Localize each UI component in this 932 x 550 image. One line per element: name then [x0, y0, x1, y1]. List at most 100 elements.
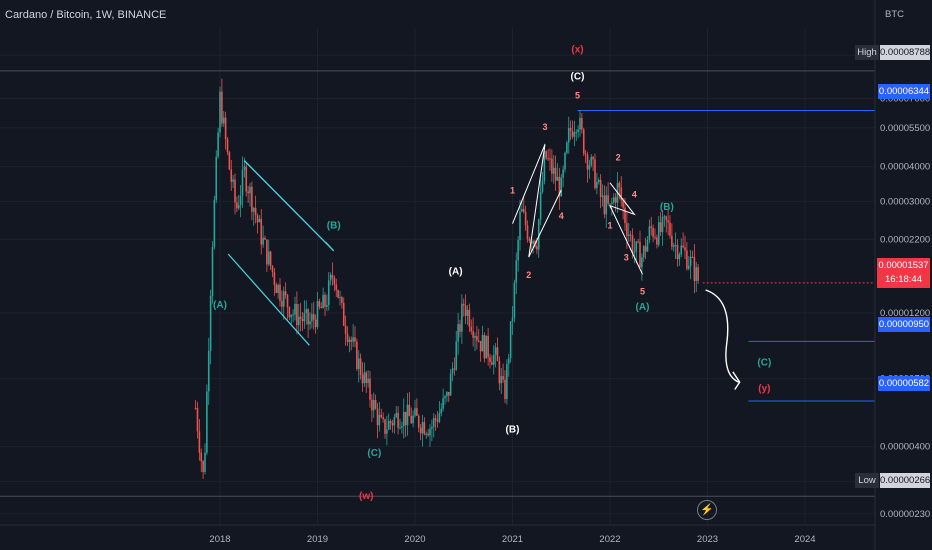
candle-body — [357, 358, 360, 369]
candle-body — [389, 421, 392, 424]
candle-body — [350, 339, 353, 342]
candle-body — [329, 274, 332, 281]
candle-body — [491, 362, 493, 365]
candle-body — [605, 195, 608, 215]
candle-body — [577, 129, 579, 133]
currency-label: BTC — [885, 9, 904, 20]
high-value: 0.00008788 — [880, 45, 931, 60]
candle-body — [494, 347, 497, 355]
candle-body — [631, 235, 634, 253]
candle-body — [442, 398, 444, 409]
candle-body — [269, 251, 272, 267]
candle-body — [657, 222, 660, 245]
candle-body — [687, 265, 690, 269]
time-tick-label: 2023 — [697, 534, 718, 545]
candle-body — [282, 291, 285, 307]
channel-top — [243, 160, 335, 252]
candle-body — [661, 216, 664, 233]
candle-body — [387, 421, 390, 430]
symbol-title[interactable]: Cardano / Bitcoin, 1W, BINANCE — [5, 9, 167, 21]
candle-body — [434, 418, 437, 420]
candle-body — [551, 158, 553, 174]
candle-body — [382, 417, 384, 420]
candle-body — [267, 251, 270, 265]
candle-body — [279, 284, 281, 301]
wave-label: 1 — [607, 221, 612, 231]
candle-body — [384, 419, 386, 434]
wave-label: (B) — [327, 221, 341, 232]
wave-label: (B) — [660, 202, 674, 213]
candle-body — [451, 368, 454, 374]
candle-body — [309, 321, 311, 325]
candle-body — [342, 302, 345, 326]
candle-body — [594, 159, 596, 189]
time-tick-label: 2018 — [209, 534, 230, 545]
candle-body — [597, 179, 600, 182]
candle-body — [284, 291, 287, 296]
candle-body — [489, 357, 491, 363]
candle-body — [234, 179, 236, 203]
candle-body — [446, 391, 448, 397]
candle-body — [526, 225, 529, 240]
candle-body — [369, 378, 371, 400]
candle-body — [232, 179, 234, 182]
candle-body — [247, 191, 249, 194]
candle-body — [200, 452, 203, 462]
candle-body — [671, 235, 673, 247]
candle-body — [462, 303, 465, 306]
candle-body — [472, 331, 474, 338]
candle-body — [378, 414, 381, 426]
projection-arrow — [705, 289, 740, 383]
time-axis[interactable]: 2018 2019 2020 2021 2022 2023 2024 — [0, 524, 875, 545]
candle-body — [410, 416, 413, 424]
candle-body — [202, 461, 204, 472]
candle-body — [322, 294, 324, 309]
candle-body — [513, 282, 516, 318]
candle-body — [401, 426, 403, 428]
candle-body — [654, 236, 656, 238]
candle-body — [691, 256, 694, 258]
level-tag-2[interactable]: 0.00000950 — [878, 317, 930, 332]
candle-body — [549, 158, 551, 160]
level-tag-3[interactable]: 0.00000582 — [878, 376, 930, 391]
candle-body — [314, 319, 317, 328]
price-tick-label: 0.00001200 — [880, 308, 930, 319]
candle-body — [440, 408, 443, 414]
decline-zigzag — [609, 182, 643, 275]
candle-body — [697, 267, 699, 281]
candle-body — [337, 289, 339, 298]
chart-grid — [0, 28, 875, 525]
candle-body — [273, 272, 276, 285]
candle-body — [249, 186, 251, 194]
candle-body — [618, 182, 621, 188]
candle-body — [380, 414, 383, 418]
candle-body — [372, 400, 375, 411]
price-tick-label: 0.00007000 — [880, 94, 930, 105]
candle-body — [294, 304, 296, 315]
candle-body — [288, 307, 291, 318]
candle-body — [222, 117, 225, 124]
candle-body — [311, 314, 313, 322]
candle-body — [498, 360, 501, 384]
candle-body — [532, 240, 534, 244]
candle-body — [406, 404, 409, 426]
candle-body — [395, 412, 398, 417]
candle-body — [352, 337, 354, 342]
candle-body — [569, 128, 572, 131]
candle-body — [399, 427, 401, 429]
candle-body — [676, 245, 679, 260]
candle-body — [206, 391, 208, 453]
candle-body — [644, 246, 647, 252]
bolt-icon[interactable]: ⚡ — [697, 500, 717, 520]
candle-body — [680, 245, 683, 255]
wave-label: 5 — [640, 286, 645, 296]
candle-body — [453, 368, 456, 370]
candle-body — [665, 216, 668, 221]
candle-body — [522, 208, 525, 212]
candle-body — [481, 334, 484, 352]
candle-body — [363, 372, 366, 384]
candle-body — [266, 239, 268, 265]
level-tag-1[interactable]: 0.00006344 — [878, 84, 930, 99]
candle-body — [487, 335, 489, 358]
